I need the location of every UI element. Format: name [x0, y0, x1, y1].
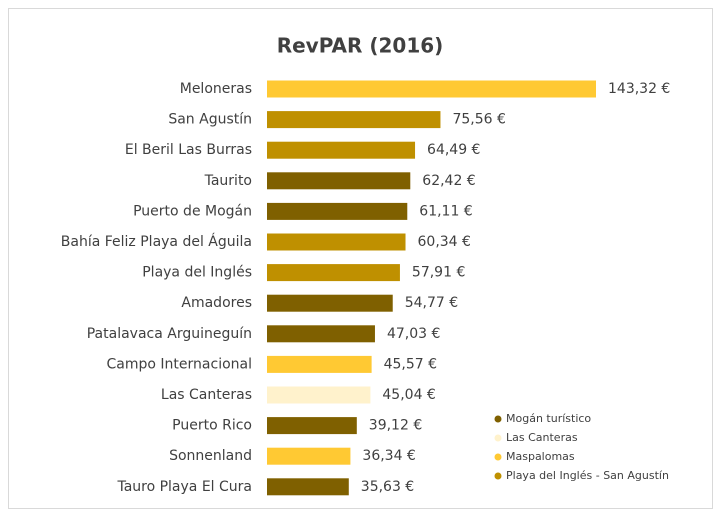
bar [267, 447, 351, 465]
value-label: 60,34 € [418, 234, 471, 250]
bar [267, 355, 372, 373]
category-label: Patalavaca Arguineguín [87, 326, 252, 342]
bar [267, 325, 375, 343]
bar [267, 80, 596, 98]
value-label: 47,03 € [387, 326, 440, 342]
category-label: Sonnenland [169, 448, 252, 464]
category-label: Las Canteras [161, 387, 252, 403]
legend-swatch [494, 434, 502, 442]
category-label: Meloneras [180, 81, 252, 97]
value-label: 62,42 € [422, 173, 475, 189]
bar [267, 202, 408, 220]
value-label: 35,63 € [361, 479, 414, 495]
category-label: Puerto Rico [172, 418, 252, 434]
category-label: Bahía Feliz Playa del Águila [61, 233, 252, 250]
bar [267, 386, 371, 404]
value-label: 61,11 € [419, 203, 472, 219]
value-label: 36,34 € [362, 448, 415, 464]
value-label: 45,04 € [382, 387, 435, 403]
category-label: Playa del Inglés [142, 265, 252, 281]
bar [267, 478, 349, 496]
legend-label: Maspalomas [506, 450, 575, 463]
bar [267, 233, 406, 251]
bar [267, 264, 400, 282]
category-label: Taurito [204, 173, 252, 189]
value-label: 57,91 € [412, 265, 465, 281]
category-label: El Beril Las Burras [125, 142, 252, 158]
legend-swatch [494, 453, 502, 461]
legend-swatch [494, 415, 502, 423]
value-label: 39,12 € [369, 418, 422, 434]
category-label: San Agustín [168, 112, 252, 128]
legend-label: Mogán turístico [506, 412, 591, 425]
bar [267, 111, 441, 129]
category-label: Tauro Playa El Cura [116, 479, 252, 495]
value-label: 64,49 € [427, 142, 480, 158]
value-label: 54,77 € [405, 295, 458, 311]
legend-swatch [494, 472, 502, 480]
legend-label: Las Canteras [506, 431, 578, 444]
value-label: 75,56 € [452, 112, 505, 128]
bar [267, 172, 411, 190]
category-label: Campo Internacional [107, 356, 252, 372]
bar [267, 294, 393, 312]
chart-title: RevPAR (2016) [277, 34, 444, 58]
category-label: Puerto de Mogán [133, 203, 252, 219]
value-label: 143,32 € [608, 81, 670, 97]
legend-label: Playa del Inglés - San Agustín [506, 469, 669, 482]
category-label: Amadores [181, 295, 252, 311]
value-label: 45,57 € [384, 356, 437, 372]
bar [267, 141, 416, 159]
bar [267, 417, 357, 435]
